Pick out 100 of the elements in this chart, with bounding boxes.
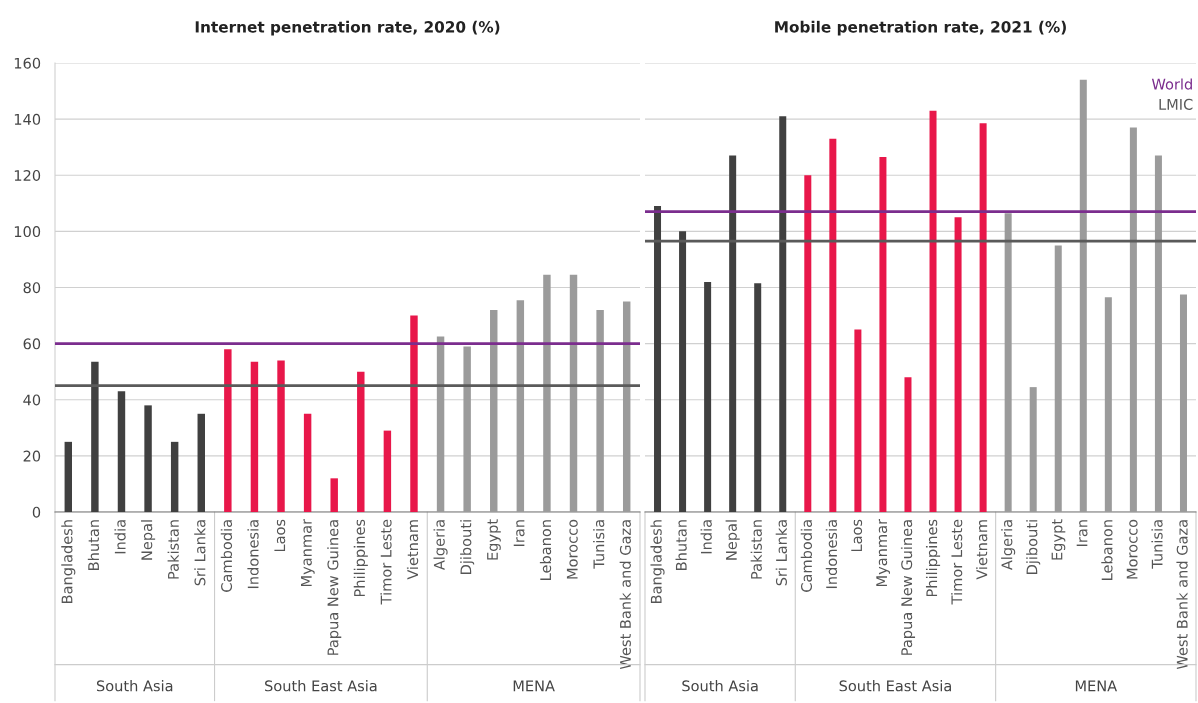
bar [436, 336, 445, 512]
bar [1054, 245, 1062, 512]
bar [879, 157, 887, 512]
x-tick-label: Philippines [925, 519, 941, 597]
x-tick-label: Philippines [353, 519, 368, 597]
x-tick-label: Morocco [1126, 519, 1138, 579]
bar [854, 329, 862, 512]
x-tick-label: Pakistan [750, 520, 762, 579]
bar [1129, 127, 1137, 512]
bar [596, 309, 604, 512]
x-tick-label: Timor Leste [951, 519, 963, 605]
x-tick-label: Laos [274, 519, 286, 552]
x-tick-label: Laos [851, 519, 863, 552]
text: South East Asia [265, 680, 377, 692]
bar [829, 138, 837, 512]
x-tick-label: Tunisia [1151, 520, 1163, 569]
bar [654, 206, 662, 512]
y-tick-label: 160 [14, 57, 41, 69]
x-tick-label: India [700, 520, 712, 554]
bar [779, 116, 787, 512]
bar [303, 413, 312, 512]
bar [1154, 155, 1162, 512]
bar [250, 361, 259, 512]
bar [463, 346, 471, 512]
bar [330, 478, 338, 512]
x-tick-label: Egypt [1051, 519, 1066, 560]
x-tick-label: Djibouti [460, 520, 475, 575]
bar [954, 217, 962, 512]
bar [197, 413, 205, 512]
x-tick-label: Bhutan [675, 520, 687, 570]
bar [277, 360, 285, 512]
bar [383, 430, 392, 512]
x-tick-label: Iran [1076, 520, 1088, 546]
bar [543, 274, 551, 512]
bar [704, 281, 712, 512]
bar [569, 274, 578, 512]
bar [1004, 213, 1012, 512]
ref-line-label: LMIC [1159, 98, 1193, 110]
bar [1079, 79, 1087, 512]
bar [754, 283, 762, 512]
bar [804, 175, 812, 512]
bar [622, 301, 631, 512]
x-tick-label: Tunisia [593, 520, 605, 569]
x-tick-label: India [114, 520, 126, 554]
bar [679, 231, 687, 512]
x-tick-label: Vietnam [976, 520, 988, 580]
x-tick-label: Papua New Guinea [900, 520, 916, 655]
text: South Asia [682, 680, 758, 692]
bar [170, 441, 179, 512]
chart-title: Internet penetration rate, 2020 (%) [195, 20, 500, 36]
bar [1179, 294, 1187, 512]
x-tick-label: Timor Leste [380, 519, 392, 605]
x-tick-label: Cambodia [220, 520, 233, 592]
bar [729, 155, 737, 512]
bar [144, 405, 152, 512]
x-tick-label: West Bank and Gaza [619, 520, 631, 670]
bar [91, 361, 99, 512]
x-tick-label: Lebanon [1101, 520, 1113, 580]
x-tick-label: Algeria [433, 520, 448, 571]
x-tick-label: Djibouti [1026, 520, 1041, 575]
y-tick-label: 40 [23, 394, 41, 406]
bar [64, 441, 73, 512]
chart-title: Mobile penetration rate, 2021 (%) [775, 20, 1066, 36]
x-tick-label: Cambodia [800, 520, 813, 592]
bar [410, 315, 418, 512]
bar [1104, 297, 1112, 512]
y-tick-label: 80 [23, 282, 41, 294]
x-tick-label: Egypt [487, 519, 501, 560]
y-tick-label: 60 [23, 338, 41, 350]
bar [904, 377, 912, 512]
x-tick-label: Indonesia [825, 520, 838, 589]
x-tick-label: Myanmar [876, 518, 890, 587]
text: MENA [1075, 680, 1118, 692]
x-tick-label: Nepal [725, 520, 740, 560]
y-tick-label: 100 [14, 226, 41, 238]
y-tick-label: 20 [23, 450, 41, 462]
x-tick-label: West Bank and Gaza [1176, 520, 1188, 670]
x-tick-label: Iran [513, 520, 525, 546]
bar [224, 349, 232, 512]
x-tick-label: Indonesia [247, 520, 259, 589]
bar [117, 391, 126, 512]
x-tick-label: Myanmar [301, 518, 315, 587]
x-tick-label: Vietnam [406, 520, 419, 580]
x-tick-label: Papua New Guinea [327, 520, 342, 655]
bar [490, 309, 498, 512]
text: South East Asia [839, 680, 951, 692]
y-tick-label: 0 [32, 506, 41, 518]
x-tick-label: Morocco [566, 519, 578, 579]
x-tick-label: Sri Lanka [775, 520, 787, 586]
x-tick-label: Bhutan [87, 520, 100, 570]
x-tick-label: Nepal [141, 520, 156, 560]
x-tick-label: Algeria [1001, 520, 1016, 571]
bar [1029, 387, 1037, 512]
x-tick-label: Pakistan [167, 520, 179, 579]
x-tick-label: Bangladesh [650, 520, 665, 604]
y-tick-label: 140 [14, 113, 41, 125]
ref-line-label: World [1151, 78, 1192, 90]
bar [516, 300, 525, 512]
text: South Asia [96, 680, 173, 692]
bar [979, 123, 987, 512]
